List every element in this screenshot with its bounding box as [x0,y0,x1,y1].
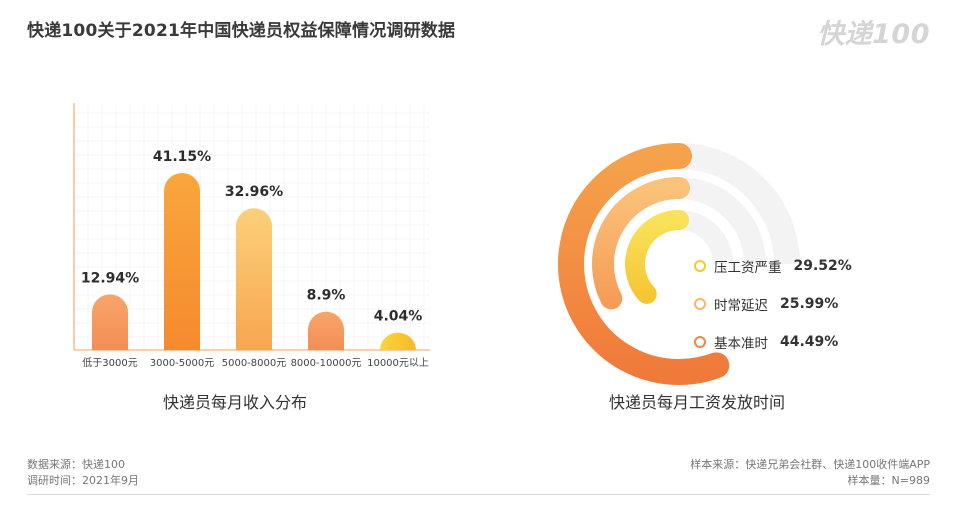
bar [308,311,344,350]
bar-value-label: 8.9% [307,288,346,304]
x-tick-label: 3000-5000元 [150,358,215,369]
radial-legend: 压工资严重 29.52% 时常延迟 25.99% 基本准时 44.49% [694,256,852,370]
radial-arc [558,143,730,385]
legend-value: 25.99% [780,295,839,312]
legend-label: 压工资严重 [714,259,782,276]
x-tick-label: 10000元以上 [367,357,429,369]
legend-value: 44.49% [780,333,839,350]
bar [380,332,416,350]
sample-source: 样本来源：快递兄弟会社群、快递100收件端APP [690,458,930,471]
footer-right: 样本来源：快递兄弟会社群、快递100收件端APP 样本量：N=989 [690,457,930,489]
sample-size: 样本量：N=989 [847,474,930,487]
radial-arc [592,177,690,310]
bar-value-label: 4.04% [374,309,423,325]
radial-track [678,143,800,265]
bar-value-label: 32.96% [225,184,283,200]
bar [92,294,128,350]
legend-value: 29.52% [793,257,852,274]
radial-track [678,177,766,265]
bar-chart-title: 快递员每月收入分布 [162,393,307,412]
bar-value-label: 12.94% [81,270,139,286]
legend-label: 基本准时 [714,335,768,352]
legend-item-severe: 压工资严重 29.52% [694,256,852,276]
legend-marker [694,259,706,272]
page-title: 快递100关于2021年中国快递员权益保障情况调研数据 [27,21,456,41]
legend-marker [694,335,706,348]
legend-marker [694,297,706,310]
legend-label: 时常延迟 [714,297,768,314]
bar [164,173,200,350]
legend-item-ontime: 基本准时 44.49% [694,332,852,352]
bar-value-label: 41.15% [153,149,211,165]
radial-chart-title: 快递员每月工资发放时间 [608,393,785,412]
legend-item-delayed: 时常延迟 25.99% [694,294,852,314]
brand-logo: 快递100 [817,19,930,50]
bar [236,208,272,350]
radial-arc [625,210,689,304]
x-tick-label: 低于3000元 [82,356,137,369]
data-source: 数据来源：快递100 [27,458,125,471]
footer-left: 数据来源：快递100 调研时间：2021年9月 [27,457,139,489]
x-tick-label: 8000-10000元 [291,358,362,369]
survey-period: 调研时间：2021年9月 [27,474,139,487]
footer-divider [27,494,930,495]
x-tick-label: 5000-8000元 [222,358,287,369]
